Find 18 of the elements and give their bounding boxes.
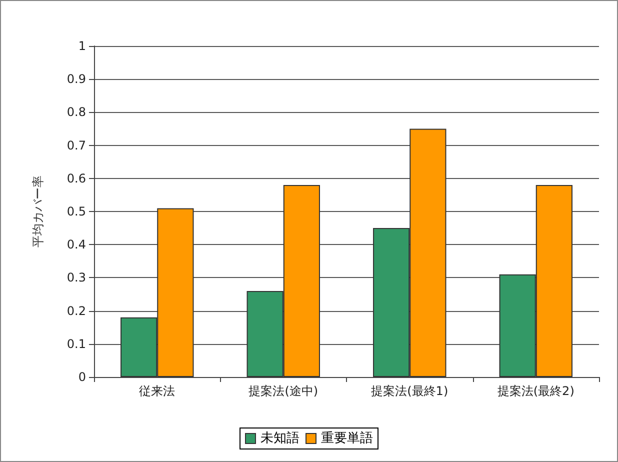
y-tick-label: 0.5 [66,204,86,218]
y-tick-label: 1 [78,39,86,53]
x-tick-label: 従来法 [139,384,176,398]
legend-label: 重要単語 [321,431,373,446]
y-tick-label: 0.2 [66,304,86,318]
y-axis-title: 平均カバー率 [31,176,45,248]
y-tick-label: 0.9 [66,72,86,86]
y-tick-label: 0.8 [66,105,86,120]
y-tick-label: 0.1 [66,336,86,351]
x-tick-label: 提案法(最終2) [497,384,574,398]
y-tick-label: 0.4 [66,238,86,252]
y-tick-label: 0.6 [66,171,86,186]
y-tick-label: 0 [78,370,86,384]
x-tick-label: 提案法(途中) [248,384,318,398]
y-tick-label: 0.3 [66,270,86,285]
x-tick-label: 提案法(最終1) [371,384,448,398]
y-tick-label: 0.7 [66,138,86,152]
legend-label: 未知語 [260,431,300,446]
